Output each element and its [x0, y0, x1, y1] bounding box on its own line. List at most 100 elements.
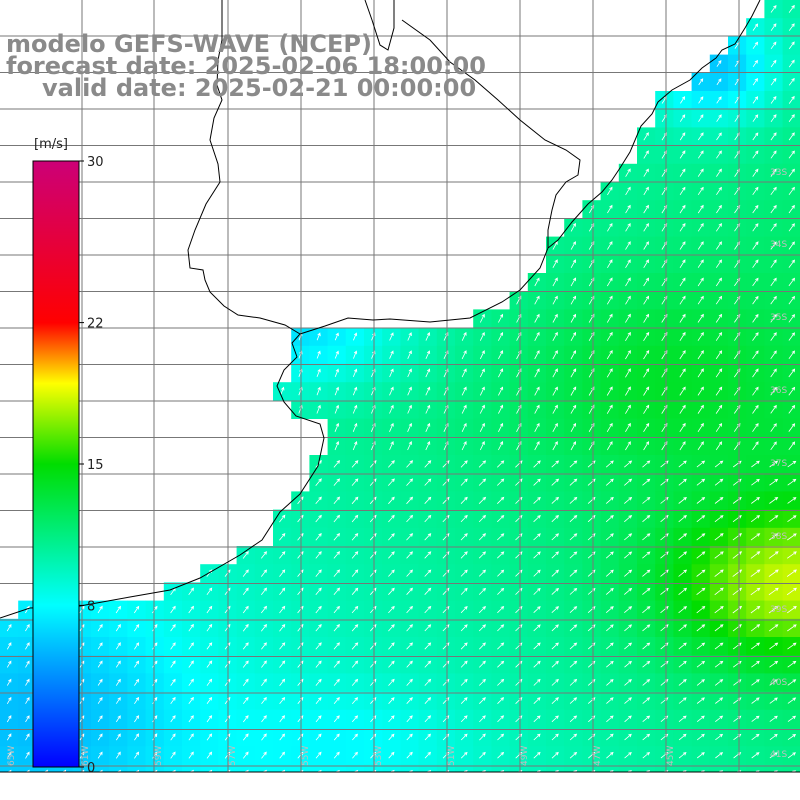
- wind-arrow: [752, 277, 759, 287]
- wind-arrow: [425, 350, 431, 359]
- wind-arrow: [170, 715, 176, 723]
- wind-arrow: [134, 642, 140, 650]
- wind-arrow: [389, 368, 394, 378]
- wind-arrow: [715, 423, 723, 432]
- wind-arrow: [642, 569, 651, 577]
- wind-arrow: [679, 350, 686, 360]
- wind-arrow: [279, 660, 286, 668]
- wind-arrow: [242, 642, 249, 650]
- wind-arrow: [388, 587, 395, 595]
- wind-arrow: [642, 496, 651, 504]
- wind-arrow: [353, 350, 358, 359]
- wind-arrow: [696, 642, 706, 650]
- wind-arrow: [786, 551, 797, 559]
- wind-arrow: [406, 460, 414, 468]
- wind-arrow: [752, 204, 759, 214]
- wind-arrow: [787, 460, 797, 468]
- wind-arrow: [498, 422, 504, 432]
- wind-arrow: [479, 441, 485, 451]
- wind-arrow: [624, 606, 633, 614]
- wind-arrow: [679, 168, 686, 177]
- wind-arrow: [715, 386, 723, 396]
- wind-arrow: [533, 624, 541, 632]
- wind-arrow: [351, 678, 359, 686]
- wind-arrow: [152, 715, 158, 723]
- wind-arrow: [679, 404, 686, 414]
- wind-arrow: [261, 642, 267, 650]
- wind-arrow: [25, 715, 30, 723]
- wind-arrow: [6, 715, 12, 723]
- wind-arrow: [715, 223, 722, 232]
- wind-arrow: [770, 350, 777, 360]
- wind-arrow: [279, 751, 286, 759]
- wind-arrow: [315, 587, 322, 596]
- wind-arrow: [406, 587, 413, 595]
- wind-arrow: [787, 624, 797, 632]
- wind-arrow: [678, 551, 688, 559]
- wind-arrow: [334, 386, 339, 396]
- wind-arrow: [97, 697, 103, 704]
- wind-arrow: [625, 349, 631, 360]
- wind-arrow: [752, 332, 759, 341]
- wind-arrow: [333, 624, 340, 632]
- wind-arrow: [770, 59, 777, 68]
- wind-arrow: [333, 751, 340, 759]
- wind-arrow: [190, 769, 194, 772]
- wind-arrow: [152, 733, 158, 741]
- wind-arrow: [696, 496, 706, 504]
- wind-arrow: [643, 349, 650, 360]
- wind-arrow: [788, 368, 796, 378]
- wind-arrow: [170, 751, 176, 759]
- wind-arrow: [460, 496, 468, 504]
- wind-arrow: [424, 660, 432, 668]
- wind-arrow: [605, 478, 614, 486]
- lat-label: 34S: [770, 240, 787, 250]
- wind-arrow: [770, 368, 777, 378]
- lat-label: 33S: [770, 168, 787, 178]
- colorbar-ticks: 0 8 15 22 30: [79, 155, 104, 776]
- wind-arrow: [478, 587, 486, 595]
- wind-arrow: [115, 751, 121, 759]
- wind-arrow: [497, 751, 505, 759]
- wind-arrow: [624, 733, 632, 741]
- wind-arrow: [406, 715, 413, 723]
- wind-arrow: [534, 386, 540, 396]
- wind-arrow: [642, 697, 651, 704]
- wind-arrow: [643, 441, 650, 451]
- wind-arrow: [115, 624, 121, 632]
- wind-arrow: [751, 660, 760, 668]
- wind-arrow: [752, 223, 759, 232]
- wind-arrow: [534, 441, 540, 451]
- wind-arrow: [533, 533, 541, 541]
- wind-arrow: [751, 752, 760, 759]
- wind-arrow: [461, 386, 467, 396]
- wind-arrow: [461, 422, 467, 432]
- wind-arrow: [172, 769, 176, 772]
- wind-arrow: [787, 478, 797, 486]
- colorbar-unit: [m/s]: [34, 137, 68, 152]
- wind-arrow: [552, 259, 558, 268]
- wind-arrow: [334, 422, 340, 432]
- wind-arrow: [551, 587, 560, 595]
- wind-arrow: [752, 259, 759, 268]
- wind-arrow: [788, 350, 795, 360]
- wind-arrow: [770, 150, 777, 159]
- wind-cell: [273, 764, 292, 772]
- wind-arrow: [716, 204, 722, 214]
- wind-speed-field: [0, 0, 800, 772]
- wind-arrow: [152, 624, 158, 632]
- wind-arrow: [696, 697, 705, 704]
- wind-arrow: [696, 752, 705, 759]
- wind-arrow: [242, 715, 249, 723]
- wind-arrow: [678, 751, 687, 759]
- wind-arrow: [770, 277, 777, 287]
- wind-arrow: [750, 642, 761, 650]
- wind-arrow: [551, 533, 559, 541]
- wind-arrow: [605, 515, 614, 523]
- wind-arrow: [788, 168, 795, 177]
- wind-arrow: [351, 569, 359, 577]
- wind-arrow: [643, 241, 649, 250]
- wind-arrow: [787, 515, 797, 523]
- wind-arrow: [642, 751, 651, 759]
- wind-arrow: [551, 697, 559, 704]
